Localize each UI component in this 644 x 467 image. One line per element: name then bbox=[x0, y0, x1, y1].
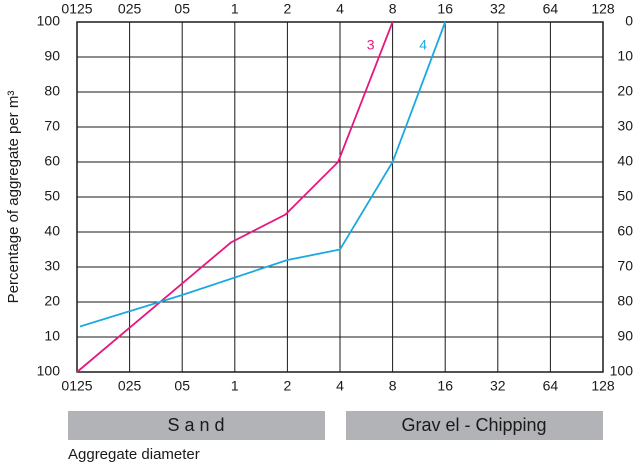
y2-tick-label: 70 bbox=[617, 258, 633, 274]
y2-tick-label: 20 bbox=[617, 83, 633, 99]
x-tick-label: 128 bbox=[591, 1, 615, 17]
y-tick-label: 100 bbox=[37, 13, 61, 29]
y2-tick-label: 0 bbox=[625, 13, 633, 29]
zone-label: S a n d bbox=[167, 415, 224, 435]
y2-tick-label: 90 bbox=[617, 328, 633, 344]
x-tick-label: 0125 bbox=[61, 1, 92, 17]
curve bbox=[76, 21, 394, 373]
y-tick-label: 50 bbox=[44, 188, 60, 204]
y-tick-label: 100 bbox=[37, 363, 61, 379]
y-tick-label: 40 bbox=[44, 223, 60, 239]
y2-tick-label: 30 bbox=[617, 118, 633, 134]
x-tick-label: 025 bbox=[118, 378, 142, 394]
x-tick-label: 16 bbox=[437, 1, 453, 17]
y2-tick-label: 10 bbox=[617, 48, 633, 64]
y-tick-label: 20 bbox=[44, 293, 60, 309]
x-tick-label: 32 bbox=[490, 378, 506, 394]
x-tick-label: 0125 bbox=[61, 378, 92, 394]
y-tick-label: 80 bbox=[44, 83, 60, 99]
x-tick-label: 4 bbox=[336, 378, 344, 394]
x-tick-label: 64 bbox=[543, 1, 559, 17]
x-tick-label: 32 bbox=[490, 1, 506, 17]
x-tick-label: 025 bbox=[118, 1, 142, 17]
x-tick-label: 2 bbox=[284, 1, 292, 17]
x-tick-label: 1 bbox=[231, 1, 239, 17]
y-tick-label: 70 bbox=[44, 118, 60, 134]
x-tick-label: 8 bbox=[389, 1, 397, 17]
x-tick-label: 2 bbox=[284, 378, 292, 394]
zone-label: Grav el - Chipping bbox=[401, 415, 546, 435]
x-tick-label: 05 bbox=[174, 1, 190, 17]
x-tick-label: 8 bbox=[389, 378, 397, 394]
zone-box bbox=[346, 411, 603, 440]
curve-label: 3 bbox=[367, 37, 375, 53]
y-tick-label: 30 bbox=[44, 258, 60, 274]
y2-tick-label: 40 bbox=[617, 153, 633, 169]
curve bbox=[79, 21, 447, 328]
x-tick-label: 16 bbox=[437, 378, 453, 394]
x-tick-label: 64 bbox=[543, 378, 559, 394]
y-tick-label: 90 bbox=[44, 48, 60, 64]
y-tick-label: 60 bbox=[44, 153, 60, 169]
y-axis-label: Percentage of aggregate per m³ bbox=[5, 91, 22, 304]
y-tick-label: 10 bbox=[44, 328, 60, 344]
x-tick-label: 05 bbox=[174, 378, 190, 394]
curve-label: 4 bbox=[419, 37, 427, 53]
y2-tick-label: 50 bbox=[617, 188, 633, 204]
x-tick-label: 1 bbox=[231, 378, 239, 394]
plot-frame bbox=[76, 21, 604, 373]
y2-tick-label: 80 bbox=[617, 293, 633, 309]
x-tick-label: 4 bbox=[336, 1, 344, 17]
x-tick-label: 128 bbox=[591, 378, 615, 394]
y2-tick-label: 100 bbox=[610, 363, 634, 379]
x-axis-label: Aggregate diameter bbox=[68, 446, 200, 463]
y2-tick-label: 60 bbox=[617, 223, 633, 239]
zone-box bbox=[68, 411, 325, 440]
